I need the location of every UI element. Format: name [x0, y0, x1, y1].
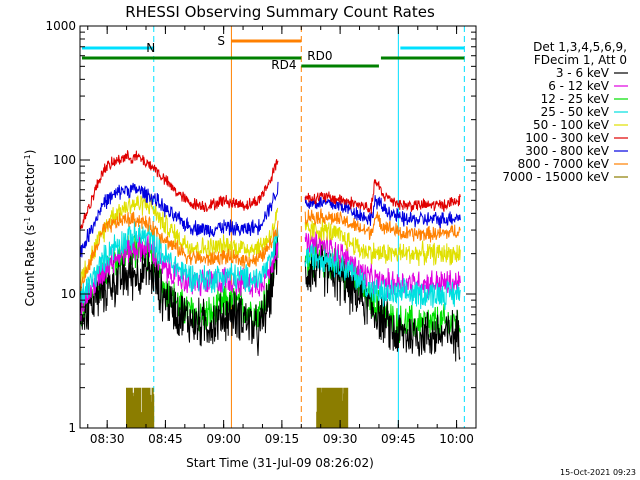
x-axis-label: Start Time (31-Jul-09 08:26:02) — [186, 456, 374, 470]
legend-entry-800-7000: 800 - 7000 keV — [518, 157, 610, 171]
y-axis-label-part: detector — [23, 162, 37, 217]
axes: 08:30 08:45 09:00 09:15 09:30 09:45 10:00 1 10 10… — [45, 19, 477, 446]
legend-header-0: Det 1,3,4,5,6,9, — [533, 40, 627, 54]
footer-timestamp: 15-Oct-2021 09:23 — [560, 468, 636, 477]
y-axis-label-part: Count Rate (s — [23, 225, 37, 307]
legend-entry-12-25: 12 - 25 keV — [541, 92, 610, 106]
series-50-100-keV-seg2 — [304, 219, 461, 267]
rd4-label: RD4 — [271, 58, 296, 72]
legend-header-1: FDecim 1, Att 0 — [534, 53, 627, 67]
legend-entry-50-100: 50 - 100 keV — [533, 118, 610, 132]
saa-label: S — [217, 34, 225, 48]
series-25-50-keV-seg1 — [79, 220, 279, 304]
chart-title: RHESSI Observing Summary Count Rates — [125, 3, 435, 21]
y-tick-label-0: 1 — [68, 421, 76, 435]
series-100-300-keV-seg2 — [304, 179, 461, 214]
y-axis-label-part: -1 — [23, 154, 32, 162]
y-axis-label: Count Rate (s-1 detector-1) — [23, 150, 38, 307]
y-tick-label-3: 1000 — [45, 19, 76, 33]
rd0-label: RD0 — [307, 49, 332, 63]
series-300-800-keV-seg2 — [304, 195, 461, 229]
y-tick-label-2: 100 — [53, 153, 76, 167]
legend-entry-6-12: 6 - 12 keV — [548, 79, 610, 93]
series-7000-15000-keV-burst-1 — [316, 387, 349, 428]
series-300-800-keV-seg1 — [79, 181, 279, 258]
y-axis-label-part: -1 — [23, 217, 32, 225]
x-tick-label-2: 09:00 — [206, 432, 241, 446]
series-800-7000-keV-seg1 — [79, 211, 279, 291]
legend-entry-100-300: 100 - 300 keV — [525, 131, 609, 145]
legend-entry-25-50: 25 - 50 keV — [541, 105, 610, 119]
night-label: N — [146, 41, 155, 55]
legend: Det 1,3,4,5,6,9,FDecim 1, Att 03 - 6 keV… — [502, 40, 628, 184]
x-tick-label-6: 10:00 — [439, 432, 474, 446]
x-tick-label-5: 09:45 — [381, 432, 416, 446]
x-tick-label-4: 09:30 — [323, 432, 358, 446]
legend-entry-7000-15000: 7000 - 15000 keV — [502, 170, 609, 184]
x-tick-label-3: 09:15 — [265, 432, 300, 446]
y-tick-label-1: 10 — [61, 287, 76, 301]
x-tick-label-1: 08:45 — [148, 432, 183, 446]
legend-entry-3-6: 3 - 6 keV — [556, 66, 610, 80]
series-100-300-keV-seg1 — [79, 150, 279, 230]
y-axis-label-part: ) — [23, 150, 37, 155]
series-layer — [79, 150, 461, 428]
series-25-50-keV-seg2 — [304, 243, 461, 311]
series-7000-15000-keV-burst-0 — [126, 387, 155, 428]
legend-entry-300-800: 300 - 800 keV — [525, 144, 609, 158]
series-3-6-keV-seg1 — [79, 233, 279, 356]
x-tick-label-0: 08:30 — [90, 432, 125, 446]
plot-frame — [79, 25, 477, 429]
series-800-7000-keV-seg2 — [304, 208, 461, 243]
series-50-100-keV-seg1 — [79, 194, 279, 292]
